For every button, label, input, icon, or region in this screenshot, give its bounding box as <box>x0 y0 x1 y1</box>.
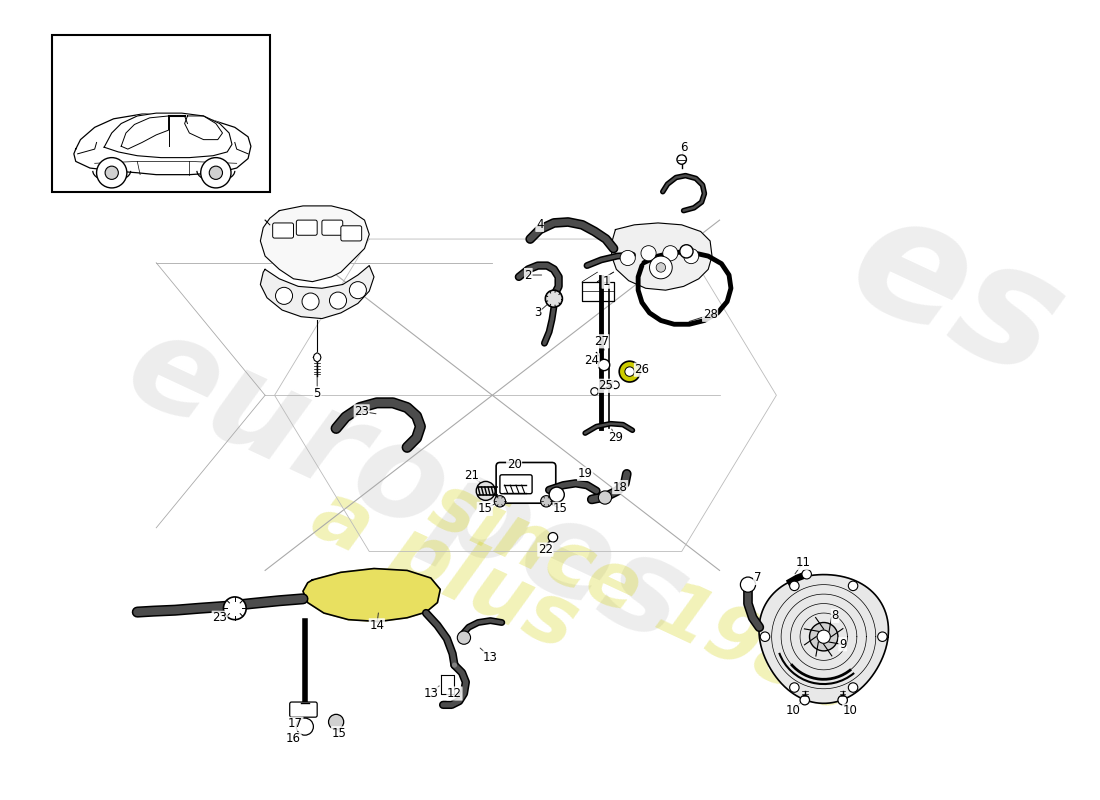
Circle shape <box>598 491 612 504</box>
Text: 25: 25 <box>598 379 614 392</box>
Text: 14: 14 <box>370 619 384 632</box>
Circle shape <box>275 287 293 304</box>
Polygon shape <box>302 569 440 622</box>
Polygon shape <box>612 223 712 290</box>
Circle shape <box>476 482 495 500</box>
Text: 5: 5 <box>314 387 321 400</box>
Circle shape <box>540 496 552 507</box>
Text: 1: 1 <box>602 275 609 288</box>
Circle shape <box>548 533 558 542</box>
Text: europes: europes <box>108 301 706 670</box>
FancyBboxPatch shape <box>322 220 343 235</box>
Text: 27: 27 <box>594 334 608 348</box>
Circle shape <box>106 166 119 179</box>
Circle shape <box>329 714 343 730</box>
Circle shape <box>641 246 656 261</box>
Text: 19: 19 <box>578 467 593 480</box>
Text: 8: 8 <box>832 610 839 622</box>
Polygon shape <box>314 353 321 362</box>
Polygon shape <box>261 266 374 318</box>
Text: 2: 2 <box>525 269 532 282</box>
Circle shape <box>740 577 756 592</box>
Text: a plus: a plus <box>300 474 590 667</box>
Text: 22: 22 <box>538 543 553 556</box>
FancyBboxPatch shape <box>289 702 317 717</box>
Circle shape <box>598 359 609 370</box>
Circle shape <box>620 250 636 266</box>
Circle shape <box>612 381 619 389</box>
Text: 13: 13 <box>424 687 438 700</box>
Text: 26: 26 <box>635 363 649 376</box>
Text: 6: 6 <box>680 141 688 154</box>
Circle shape <box>838 695 847 705</box>
Circle shape <box>760 632 770 642</box>
Circle shape <box>810 622 838 651</box>
Circle shape <box>458 631 471 644</box>
Text: 18: 18 <box>613 481 628 494</box>
Circle shape <box>683 249 698 264</box>
Text: 9: 9 <box>839 638 846 650</box>
Circle shape <box>625 367 635 376</box>
Circle shape <box>817 630 830 643</box>
Text: 10: 10 <box>843 704 858 717</box>
Circle shape <box>350 282 366 298</box>
Circle shape <box>302 293 319 310</box>
Circle shape <box>800 695 810 705</box>
Circle shape <box>878 632 888 642</box>
Text: 24: 24 <box>584 354 600 366</box>
Text: 23: 23 <box>212 611 227 624</box>
Text: 4: 4 <box>536 218 543 231</box>
Text: 29: 29 <box>608 431 623 444</box>
Circle shape <box>296 718 314 735</box>
Text: 20: 20 <box>507 458 521 471</box>
Circle shape <box>680 245 693 258</box>
FancyBboxPatch shape <box>496 462 556 503</box>
Text: since 1985: since 1985 <box>419 468 869 730</box>
Polygon shape <box>104 113 232 158</box>
Text: 13: 13 <box>483 651 498 664</box>
Text: 16: 16 <box>286 733 301 746</box>
Circle shape <box>663 246 678 261</box>
Text: 17: 17 <box>288 718 302 730</box>
Text: 7: 7 <box>754 571 761 585</box>
Text: 15: 15 <box>477 502 492 515</box>
Text: 10: 10 <box>786 704 801 717</box>
FancyBboxPatch shape <box>296 220 317 235</box>
Circle shape <box>209 166 222 179</box>
Circle shape <box>97 158 126 188</box>
Polygon shape <box>74 114 251 174</box>
Text: 12: 12 <box>447 687 462 700</box>
Circle shape <box>223 597 246 620</box>
FancyBboxPatch shape <box>341 226 362 241</box>
Circle shape <box>649 256 672 279</box>
Text: es: es <box>826 177 1087 414</box>
Circle shape <box>848 581 858 590</box>
FancyBboxPatch shape <box>273 223 294 238</box>
Polygon shape <box>759 574 889 703</box>
Circle shape <box>494 496 506 507</box>
Circle shape <box>848 683 858 692</box>
Text: 28: 28 <box>703 308 717 322</box>
Circle shape <box>200 158 231 188</box>
Circle shape <box>549 487 564 502</box>
Text: 21: 21 <box>464 470 478 482</box>
Polygon shape <box>261 206 370 282</box>
Circle shape <box>790 683 799 692</box>
Circle shape <box>619 361 640 382</box>
Circle shape <box>330 292 346 309</box>
Circle shape <box>802 570 812 579</box>
Circle shape <box>676 154 686 164</box>
Text: 11: 11 <box>795 556 811 570</box>
Text: 3: 3 <box>535 306 541 319</box>
FancyBboxPatch shape <box>499 474 532 494</box>
Text: 15: 15 <box>331 726 346 740</box>
Text: 15: 15 <box>553 502 568 515</box>
Text: 23: 23 <box>354 405 370 418</box>
Circle shape <box>546 290 562 307</box>
Bar <box>52 35 270 192</box>
Circle shape <box>790 581 799 590</box>
Circle shape <box>656 262 666 272</box>
Circle shape <box>591 388 598 395</box>
